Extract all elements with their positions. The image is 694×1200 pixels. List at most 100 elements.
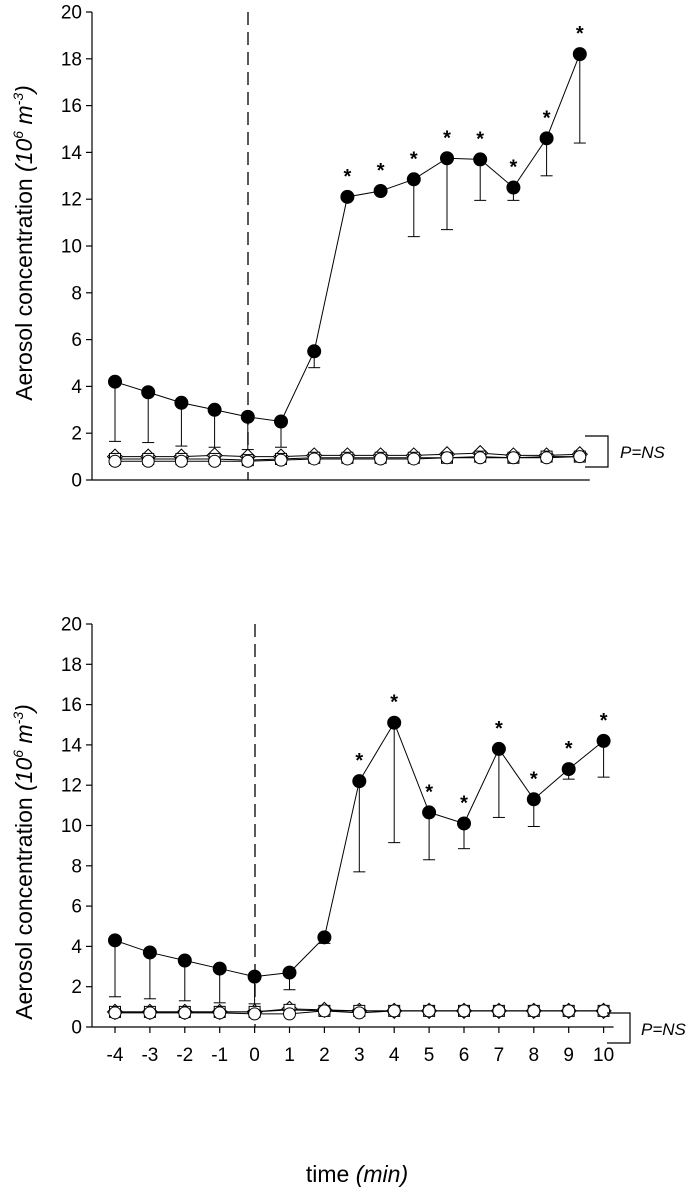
bottom-plot-area: * * * * * * * * [106, 692, 612, 1021]
bottom-x-tick-label: 6 [459, 1045, 470, 1066]
top-point-filled-circle [108, 374, 122, 389]
top-y-tick-label: 16 [61, 96, 82, 117]
bottom-y-tick-label: 12 [61, 776, 82, 797]
top-y-tick-label: 18 [61, 49, 82, 70]
top-point-filled-circle [506, 180, 521, 195]
top-plot-area: * * * * * * * * [106, 23, 589, 468]
top-y-tick-label: 6 [71, 330, 82, 351]
bottom-ns-label: P=NS [641, 1020, 687, 1039]
bottom-point-open-circle [457, 1004, 471, 1018]
top-panel: 0 2 4 6 8 10 12 14 16 18 20 * * * * * * * * Aerosol conce… [10, 3, 666, 492]
top-point-open-circle [108, 454, 122, 468]
top-point-filled-circle [572, 47, 587, 62]
bottom-x-tick-label: 2 [319, 1045, 330, 1066]
top-point-open-circle [473, 451, 487, 465]
bottom-significance-star: * [565, 738, 573, 760]
bottom-point-filled-circle [596, 733, 611, 748]
top-point-open-circle [440, 451, 454, 465]
top-point-filled-circle [141, 385, 156, 400]
top-point-filled-circle [473, 152, 488, 167]
top-significance-star: * [377, 160, 385, 182]
top-point-open-circle [540, 451, 554, 465]
bottom-y-axis-label: Aerosol concentration (106 m-3) [10, 704, 37, 1020]
bottom-significance-star: * [530, 768, 538, 790]
bottom-point-open-circle [422, 1004, 436, 1018]
bottom-x-tick-label: -1 [211, 1045, 228, 1066]
bottom-point-filled-circle [282, 965, 297, 980]
top-point-filled-circle [207, 402, 222, 417]
top-point-open-circle [141, 454, 155, 468]
bottom-x-tick-label: 4 [389, 1045, 400, 1066]
top-point-filled-circle [373, 184, 388, 199]
bottom-y-tick-label: 6 [71, 897, 82, 918]
bottom-significance-star: * [460, 792, 468, 814]
bottom-point-filled-circle [457, 816, 471, 831]
bottom-significance-star: * [355, 750, 363, 772]
top-point-open-circle [340, 452, 354, 466]
bottom-x-tick-label: 0 [249, 1045, 260, 1066]
bottom-point-filled-circle [526, 792, 541, 807]
bottom-point-open-circle [352, 1006, 366, 1020]
bottom-x-axis: -4 -3 -2 -1 0 1 2 3 4 5 6 7 8 9 10 [92, 1026, 614, 1066]
top-y-tick-label: 4 [71, 377, 82, 398]
top-y-tick-label: 2 [71, 424, 82, 445]
bottom-point-filled-circle [491, 741, 506, 756]
bottom-point-filled-circle [142, 945, 157, 960]
bottom-y-tick-label: 10 [61, 816, 82, 837]
bottom-point-open-circle [213, 1006, 227, 1020]
top-point-open-circle [174, 454, 188, 468]
top-point-open-circle [274, 453, 288, 467]
bottom-point-open-circle [527, 1004, 541, 1018]
top-point-filled-circle [340, 189, 355, 204]
bottom-x-tick-label: -2 [176, 1045, 193, 1066]
bottom-x-tick-label: -4 [107, 1045, 124, 1066]
top-ns-label: P=NS [620, 443, 666, 462]
bottom-point-filled-circle [212, 961, 227, 976]
top-point-open-circle [506, 451, 520, 465]
bottom-point-filled-circle [177, 953, 192, 968]
bottom-point-open-circle [562, 1004, 576, 1018]
bottom-x-tick-label: 5 [424, 1045, 435, 1066]
top-y-axis: 0 2 4 6 8 10 12 14 16 18 20 [61, 3, 93, 492]
bottom-point-open-circle [317, 1004, 331, 1018]
bottom-point-open-circle [143, 1006, 157, 1020]
top-ns-bracket [585, 435, 609, 468]
top-y-tick-label: 8 [71, 283, 82, 304]
top-point-filled-circle [440, 151, 454, 166]
top-series-filled-circle-line [114, 53, 581, 423]
bottom-point-filled-circle [317, 930, 332, 945]
bottom-y-tick-label: 0 [71, 1018, 82, 1039]
bottom-point-open-circle [283, 1007, 296, 1021]
bottom-point-filled-circle [387, 715, 402, 730]
bottom-significance-star: * [600, 710, 608, 732]
bottom-point-open-circle [108, 1006, 122, 1020]
bottom-point-filled-circle [108, 933, 122, 948]
top-point-open-circle [573, 450, 587, 464]
bottom-point-filled-circle [422, 805, 437, 820]
bottom-y-tick-label: 16 [61, 695, 82, 716]
bottom-point-open-circle [492, 1004, 506, 1018]
bottom-significance-star: * [425, 781, 433, 803]
bottom-y-tick-label: 8 [71, 856, 82, 877]
bottom-point-open-circle [597, 1004, 611, 1018]
top-point-open-circle [374, 452, 388, 466]
bottom-point-open-circle [387, 1004, 401, 1018]
top-point-filled-circle [174, 395, 189, 410]
bottom-ns-bracket [607, 1012, 631, 1044]
top-point-filled-circle [307, 344, 322, 359]
bottom-y-tick-label: 14 [61, 735, 83, 756]
top-point-filled-circle [539, 131, 554, 146]
bottom-x-tick-label: 8 [529, 1045, 540, 1066]
top-point-filled-circle [240, 409, 255, 424]
top-significance-star: * [476, 128, 484, 150]
bottom-x-tick-label: 7 [494, 1045, 505, 1066]
top-point-open-circle [307, 452, 321, 466]
bottom-y-axis: 0 2 4 6 8 10 12 14 16 18 20 [61, 615, 93, 1039]
bottom-x-tick-label: 10 [593, 1045, 614, 1066]
bottom-point-open-circle [178, 1006, 192, 1020]
bottom-y-tick-label: 2 [71, 977, 82, 998]
top-point-open-circle [407, 452, 421, 466]
bottom-x-tick-label: 3 [354, 1045, 365, 1066]
